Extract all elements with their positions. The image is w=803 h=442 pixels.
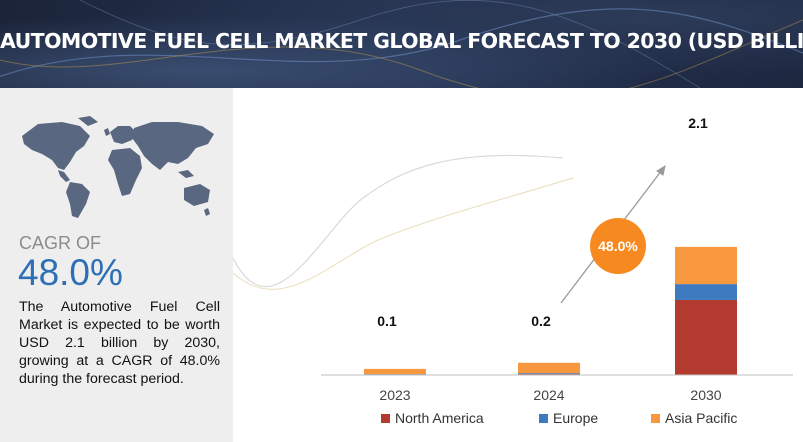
- x-tick-label: 2024: [533, 387, 564, 403]
- legend-label: Asia Pacific: [665, 410, 737, 426]
- bar-2023-europe: [364, 374, 426, 375]
- cagr-badge: 48.0%: [590, 218, 646, 274]
- title-banner: AUTOMOTIVE FUEL CELL MARKET GLOBAL FOREC…: [0, 0, 803, 88]
- total-value-label: 2.1: [688, 115, 708, 131]
- bar-2024-europe: [518, 373, 580, 375]
- x-tick-label: 2030: [690, 387, 721, 403]
- total-value-label: 0.1: [377, 313, 397, 329]
- chart-title: AUTOMOTIVE FUEL CELL MARKET GLOBAL FOREC…: [0, 29, 803, 53]
- legend-label: Europe: [553, 410, 598, 426]
- cagr-label: CAGR OF: [19, 233, 102, 253]
- x-tick-label: 2023: [379, 387, 410, 403]
- bar-2030-north-america: [675, 299, 737, 375]
- bar-2024-asia-pacific: [518, 362, 580, 374]
- cagr-value: 48.0%: [18, 252, 123, 293]
- world-map-icon: [22, 116, 214, 218]
- legend-swatch: [381, 414, 390, 423]
- total-value-label: 0.2: [531, 313, 551, 329]
- bar-2030-europe: [675, 284, 737, 300]
- legend-label: North America: [395, 410, 484, 426]
- summary-panel: CAGR OF 48.0% The Automotive Fuel Cell M…: [0, 88, 233, 442]
- legend-swatch: [539, 414, 548, 423]
- decorative-swoosh: [233, 154, 574, 290]
- bar-2030-asia-pacific: [675, 246, 737, 285]
- market-description: The Automotive Fuel Cell Market is expec…: [19, 299, 220, 387]
- banner-light-trails: [0, 0, 803, 88]
- legend: North America Europe Asia Pacific: [381, 410, 737, 426]
- legend-swatch: [651, 414, 660, 423]
- bar-2023-asia-pacific: [364, 368, 426, 375]
- cagr-badge-text: 48.0%: [598, 238, 638, 254]
- stacked-bar-chart: 2023 2024 2030 0.1 0.2 2.1 48.0% North Ameri…: [233, 115, 793, 426]
